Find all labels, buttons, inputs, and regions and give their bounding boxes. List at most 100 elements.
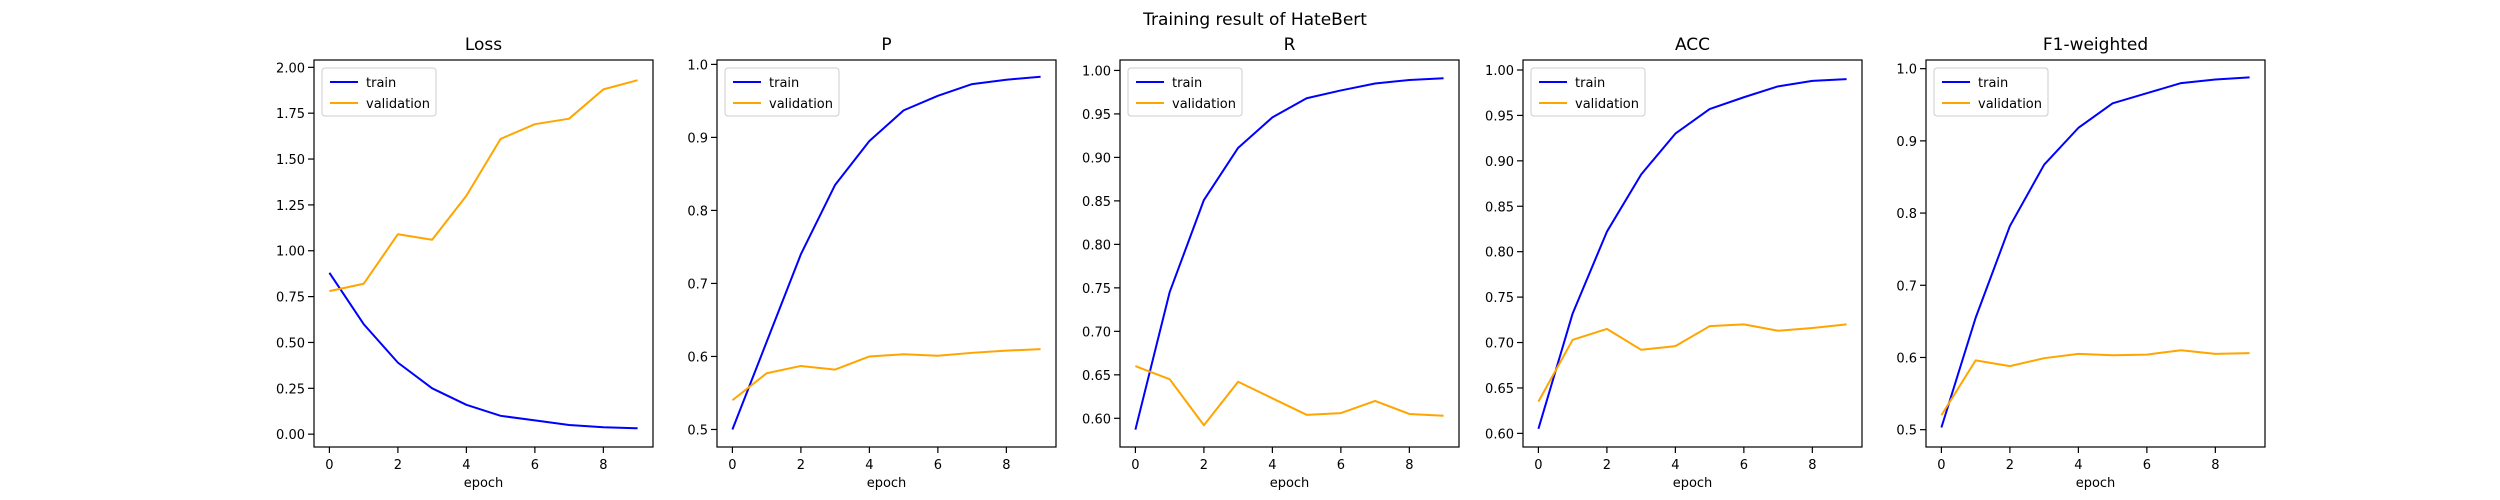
x-tick-label: 4 — [1268, 458, 1276, 473]
y-tick-label: 0.60 — [1082, 412, 1111, 427]
y-tick-label: 0.90 — [1082, 151, 1111, 166]
series-line-train — [1537, 78, 1847, 430]
x-axis-label: epoch — [1270, 476, 1310, 491]
x-tick-label: 0 — [1131, 458, 1139, 473]
series-line-train — [328, 272, 638, 430]
legend-label-validation: validation — [1172, 97, 1236, 112]
y-tick-label: 0.75 — [1082, 282, 1111, 297]
x-tick-label: 0 — [325, 458, 333, 473]
legend-label-validation: validation — [769, 97, 833, 112]
series-line-validation — [731, 348, 1041, 402]
y-tick-label: 0.60 — [1485, 427, 1514, 442]
plot-frame — [313, 59, 654, 448]
x-tick-label: 2 — [797, 458, 805, 473]
y-tick-label: 0.25 — [276, 382, 305, 397]
y-tick-label: 0.85 — [1485, 200, 1514, 215]
legend-label-validation: validation — [1978, 97, 2042, 112]
legend: train validation — [1933, 67, 2049, 117]
y-tick-label: 0.65 — [1485, 382, 1514, 397]
y-tick-label: 1.00 — [276, 245, 305, 260]
y-tick-label: 0.00 — [276, 428, 305, 443]
x-tick-label: 8 — [1002, 458, 1010, 473]
x-tick-label: 0 — [728, 458, 736, 473]
y-tick-label: 1.00 — [1485, 64, 1514, 79]
plot-frame — [1925, 59, 2266, 448]
plot-frame — [716, 59, 1057, 448]
plot-frame — [1119, 59, 1460, 448]
x-tick-label: 6 — [1337, 458, 1345, 473]
x-tick-label: 0 — [1937, 458, 1945, 473]
subplot-title: ACC — [1675, 35, 1710, 55]
y-tick-label: 0.8 — [1896, 207, 1917, 222]
y-tick-label: 0.7 — [1896, 279, 1917, 294]
x-tick-label: 8 — [2211, 458, 2219, 473]
x-axis-label: epoch — [2076, 476, 2116, 491]
y-tick-label: 1.0 — [687, 58, 708, 73]
subplot-f1-weighted: F1-weighted 0 2 4 6 8 0.5 0.6 0.7 0.8 0.9 1.0 epoch t… — [1896, 35, 2266, 491]
x-tick-label: 8 — [1808, 458, 1816, 473]
y-tick-label: 0.5 — [1896, 424, 1917, 439]
x-tick-label: 0 — [1534, 458, 1542, 473]
x-tick-label: 4 — [462, 458, 470, 473]
y-tick-label: 0.9 — [1896, 135, 1917, 150]
x-tick-label: 6 — [934, 458, 942, 473]
series-line-train — [1134, 77, 1444, 430]
legend: train validation — [724, 67, 840, 117]
x-axis-label: epoch — [1673, 476, 1713, 491]
x-tick-label: 6 — [2143, 458, 2151, 473]
x-tick-label: 2 — [1200, 458, 1208, 473]
y-tick-label: 1.75 — [276, 107, 305, 122]
y-tick-label: 0.65 — [1082, 369, 1111, 384]
subplot-p: P 0 2 4 6 8 0.5 0.6 0.7 0.8 0.9 1.0 epoch train valida… — [687, 35, 1057, 491]
y-tick-label: 1.0 — [1896, 63, 1917, 78]
legend: train validation — [321, 67, 437, 117]
series-line-train — [731, 75, 1041, 430]
subplot-title: P — [881, 35, 891, 55]
y-tick-label: 1.25 — [276, 199, 305, 214]
x-tick-label: 8 — [599, 458, 607, 473]
y-tick-label: 0.8 — [687, 204, 708, 219]
legend-label-train: train — [1172, 76, 1202, 91]
x-tick-label: 2 — [2006, 458, 2014, 473]
series-line-validation — [1135, 365, 1444, 427]
y-tick-label: 1.00 — [1082, 64, 1111, 79]
y-tick-label: 0.5 — [687, 423, 708, 438]
y-tick-label: 0.70 — [1082, 325, 1111, 340]
series-line-validation — [1940, 349, 2250, 416]
legend-label-train: train — [366, 76, 396, 91]
y-tick-label: 1.50 — [276, 153, 305, 168]
x-tick-label: 4 — [2074, 458, 2082, 473]
y-tick-label: 2.00 — [276, 61, 305, 76]
y-tick-label: 0.7 — [687, 277, 708, 292]
y-tick-label: 0.95 — [1082, 108, 1111, 123]
legend-label-train: train — [1978, 76, 2008, 91]
subplot-r: R 0 2 4 6 8 0.60 0.65 0.70 0.75 0.80 0.85 0.90 0.95 1.… — [1082, 35, 1460, 491]
legend-label-train: train — [769, 76, 799, 91]
x-tick-label: 6 — [1740, 458, 1748, 473]
y-tick-label: 0.9 — [687, 131, 708, 146]
legend: train validation — [1127, 67, 1243, 117]
y-tick-label: 0.6 — [687, 350, 708, 365]
figure-title: Training result of HateBert — [1142, 10, 1367, 30]
y-tick-label: 0.6 — [1896, 351, 1917, 366]
series-line-validation — [1537, 323, 1847, 403]
x-tick-label: 4 — [865, 458, 873, 473]
y-tick-label: 0.50 — [276, 336, 305, 351]
legend-label-train: train — [1575, 76, 1605, 91]
x-axis-label: epoch — [867, 476, 907, 491]
subplot-acc: ACC 0 2 4 6 8 0.60 0.65 0.70 0.75 0.80 0.85 0.90 0.95… — [1485, 35, 1863, 491]
y-tick-label: 0.80 — [1485, 246, 1514, 261]
subplot-loss: Loss 0 2 4 6 8 0.00 0.25 0.50 0.75 1.00 1.25 1.50 1.7… — [276, 35, 654, 491]
y-tick-label: 0.75 — [276, 291, 305, 306]
x-tick-label: 2 — [1603, 458, 1611, 473]
legend-label-validation: validation — [366, 97, 430, 112]
y-tick-label: 0.85 — [1082, 195, 1111, 210]
subplot-title: Loss — [465, 35, 502, 55]
series-line-validation — [329, 79, 638, 293]
plot-frame — [1522, 59, 1863, 448]
x-tick-label: 4 — [1671, 458, 1679, 473]
subplot-title: R — [1284, 35, 1296, 55]
legend-label-validation: validation — [1575, 97, 1639, 112]
